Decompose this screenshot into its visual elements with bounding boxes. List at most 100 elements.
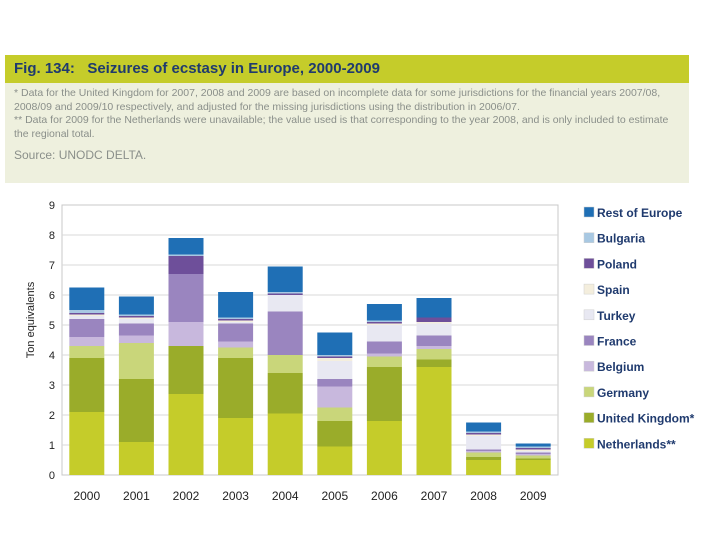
legend-label: United Kingdom* xyxy=(597,412,695,426)
y-axis-label: Ton equivalents xyxy=(25,281,37,358)
bar-segment xyxy=(118,317,154,319)
bar-segment xyxy=(118,296,154,315)
bar-segment xyxy=(267,373,303,414)
bar-segment xyxy=(466,433,502,435)
bar-segment xyxy=(366,322,402,324)
bar-segment xyxy=(416,298,452,318)
figure-title-bar: Fig. 134: Seizures of ecstasy in Europe,… xyxy=(5,55,689,83)
bar-segment xyxy=(515,443,551,447)
y-tick-label: 9 xyxy=(49,200,55,212)
bar-segment xyxy=(118,442,154,475)
bar-segment xyxy=(168,256,204,274)
x-tick-label: 2002 xyxy=(173,489,200,503)
note-netherlands: ** Data for 2009 for the Netherlands wer… xyxy=(14,114,669,140)
source-note: Source: UNODC DELTA. xyxy=(14,148,147,162)
bar-segment xyxy=(218,418,254,475)
legend-swatch xyxy=(583,386,595,398)
bar-segment xyxy=(515,455,551,459)
bar-segment xyxy=(118,379,154,442)
figure-label: Fig. 134: xyxy=(14,60,75,77)
x-tick-label: 2003 xyxy=(222,489,249,503)
bar-segment xyxy=(416,359,452,367)
bar-segment xyxy=(218,341,254,348)
bar-segment xyxy=(118,314,154,316)
bar-segment xyxy=(218,358,254,418)
y-tick-label: 7 xyxy=(49,260,55,272)
x-tick-label: 2004 xyxy=(272,489,299,503)
bar-segment xyxy=(515,451,551,453)
x-tick-label: 2000 xyxy=(73,489,100,503)
bar-segment xyxy=(69,358,105,412)
bar-segment xyxy=(416,323,452,336)
bar-segment xyxy=(218,322,254,324)
bar-segment xyxy=(466,431,502,433)
bar-segment xyxy=(366,353,402,357)
bar-segment xyxy=(466,449,502,451)
bar-segment xyxy=(416,317,452,322)
figure-title: Seizures of ecstasy in Europe, 2000-2009 xyxy=(87,60,380,77)
y-tick-label: 0 xyxy=(49,470,55,482)
bar-segment xyxy=(416,367,452,475)
bar-segment xyxy=(466,452,502,457)
bar-segment xyxy=(69,314,105,316)
bar-segment xyxy=(416,346,452,349)
legend-swatch xyxy=(583,283,595,295)
bar-segment xyxy=(168,346,204,394)
y-tick-label: 5 xyxy=(49,320,55,332)
bar-segment xyxy=(69,337,105,346)
legend-swatch xyxy=(583,258,595,269)
bar-segment xyxy=(416,322,452,324)
bar-segment xyxy=(267,293,303,295)
bar-segment xyxy=(466,436,502,450)
bar-segment xyxy=(366,356,402,367)
legend-label: Germany xyxy=(597,386,649,400)
bar-segment xyxy=(118,343,154,379)
bar-segment xyxy=(466,460,502,475)
bar-segment xyxy=(317,356,353,358)
bar-segment xyxy=(218,320,254,322)
bar-segment xyxy=(118,335,154,343)
bar-segment xyxy=(218,347,254,358)
bar-segment xyxy=(118,323,154,336)
note-uk: * Data for the United Kingdom for 2007, … xyxy=(14,87,661,113)
bar-segment xyxy=(267,311,303,355)
bar-segment xyxy=(515,454,551,456)
legend-swatch xyxy=(583,206,595,218)
bar-segment xyxy=(168,394,204,475)
bar-segment xyxy=(317,446,353,475)
legend-label: Netherlands** xyxy=(597,437,676,451)
bar-segment xyxy=(218,292,254,318)
bar-segment xyxy=(366,325,402,342)
bar-segment xyxy=(267,295,303,312)
bar-segment xyxy=(317,358,353,361)
bar-segment xyxy=(515,452,551,454)
bar-segment xyxy=(317,386,353,408)
bar-segment xyxy=(218,323,254,342)
legend-swatch xyxy=(583,335,595,346)
bar-segment xyxy=(366,323,402,325)
legend-label: Turkey xyxy=(597,309,636,323)
bar-segment xyxy=(366,421,402,475)
x-axis: 2000 2001 2002 2003 2004 2005 2006 2007 2008 2009 xyxy=(73,489,546,503)
x-tick-label: 2006 xyxy=(371,489,398,503)
bar-segment xyxy=(118,316,154,318)
bar-segment xyxy=(466,457,502,460)
x-tick-label: 2001 xyxy=(123,489,150,503)
legend-label: Bulgaria xyxy=(597,232,645,246)
bar-segment xyxy=(366,367,402,421)
bar-segment xyxy=(317,361,353,379)
figure-notes: * Data for the United Kingdom for 2007, … xyxy=(5,83,689,183)
bar-segment xyxy=(416,335,452,346)
legend-swatch xyxy=(583,309,595,321)
legend-label: Spain xyxy=(597,283,630,297)
bar-segment xyxy=(69,412,105,475)
bar-segment xyxy=(466,434,502,436)
bar-segment xyxy=(267,413,303,475)
y-tick-label: 8 xyxy=(49,230,55,242)
bar-segment xyxy=(218,319,254,321)
bar-segment xyxy=(168,322,204,346)
legend-swatch xyxy=(583,360,595,372)
legend-label: Poland xyxy=(597,257,637,271)
bar-segment xyxy=(317,421,353,447)
